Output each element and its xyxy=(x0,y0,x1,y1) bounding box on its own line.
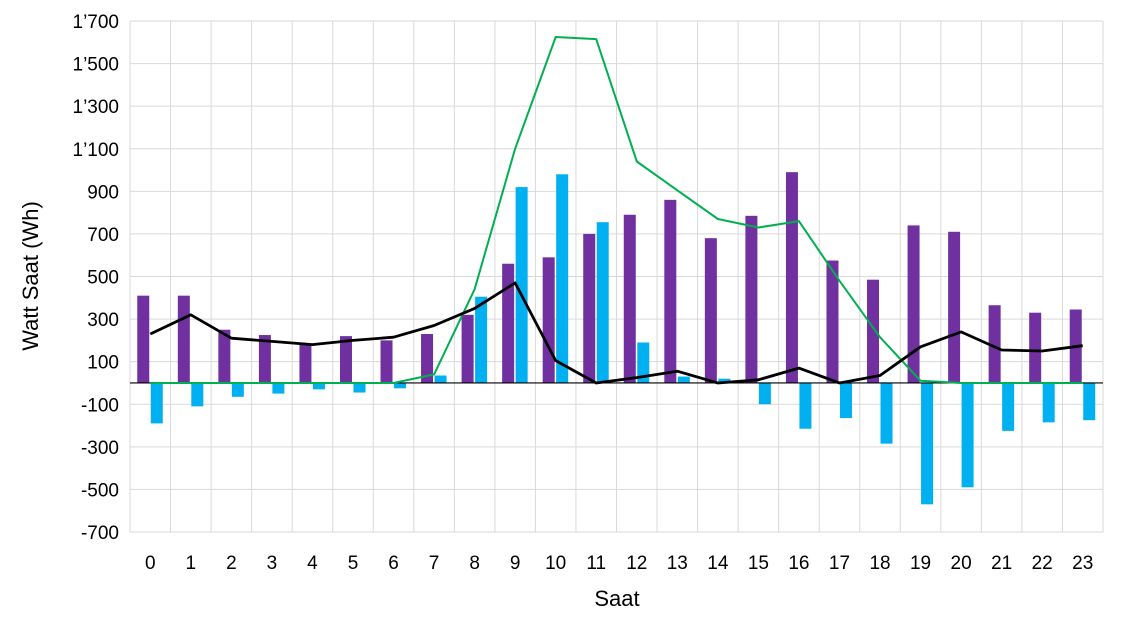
y-tick-label: -700 xyxy=(81,523,119,544)
y-tick-labels: -700 -500 -300 -100 100 300 500 700 900 1’100 1’30… xyxy=(73,12,120,544)
bar-series-2 xyxy=(394,382,407,389)
bar-series-1 xyxy=(988,305,1001,383)
bar-series-1 xyxy=(218,329,231,383)
line-layer xyxy=(149,36,1083,385)
bar-series-1 xyxy=(542,257,555,383)
bar-series-1 xyxy=(137,295,150,383)
bar-series-1 xyxy=(299,343,312,383)
x-tick-label: 18 xyxy=(869,553,890,574)
bar-series-2 xyxy=(880,382,893,444)
bar-series-2 xyxy=(434,375,447,383)
bar-series-2 xyxy=(921,382,934,505)
bar-series-2 xyxy=(637,342,650,383)
bar-series-1 xyxy=(177,295,190,383)
x-tick-label: 7 xyxy=(429,553,440,574)
x-tick-label: 13 xyxy=(667,553,688,574)
x-tick-label: 1 xyxy=(186,553,197,574)
x-tick-label: 2 xyxy=(226,553,237,574)
bar-series-2 xyxy=(1002,382,1015,431)
bar-series-1 xyxy=(1029,312,1042,383)
x-tick-label: 16 xyxy=(788,553,809,574)
x-tick-label: 4 xyxy=(307,553,318,574)
bar-series-1 xyxy=(339,336,352,383)
x-tick-labels: 0 1 2 3 4 5 6 7 8 9 10 11 12 13 14 15 16 17 18 19 20 21 22 23 xyxy=(145,553,1093,574)
bar-series-2 xyxy=(150,382,163,424)
y-tick-label: 500 xyxy=(87,268,119,289)
bar-series-2 xyxy=(231,382,244,397)
bar-series-1 xyxy=(907,225,920,383)
bar-series-1 xyxy=(704,238,717,383)
bar-series-2 xyxy=(475,296,488,383)
x-axis-title: Saat xyxy=(594,586,639,611)
y-tick-label: -100 xyxy=(81,395,119,416)
bar-series-2 xyxy=(556,174,569,383)
y-tick-label: 1’100 xyxy=(73,140,120,161)
y-axis-title: Watt Saat (Wh) xyxy=(18,201,43,351)
bar-series-2 xyxy=(758,382,771,405)
bar-series-2 xyxy=(677,376,690,383)
y-tick-label: 100 xyxy=(87,353,119,374)
bar-series-2 xyxy=(353,382,366,393)
bar-series-2 xyxy=(1042,382,1055,423)
y-tick-label: 300 xyxy=(87,310,119,331)
x-tick-label: 10 xyxy=(545,553,566,574)
bar-series-1 xyxy=(461,314,474,383)
bar-series-1 xyxy=(421,333,434,383)
bar-series-2 xyxy=(799,382,812,429)
bar-series-1 xyxy=(867,279,880,383)
x-tick-label: 0 xyxy=(145,553,156,574)
x-tick-label: 20 xyxy=(951,553,972,574)
bar-series-2 xyxy=(191,382,204,407)
x-tick-label: 17 xyxy=(829,553,850,574)
y-tick-label: 1’300 xyxy=(73,97,120,118)
bar-series-2 xyxy=(515,187,528,383)
bar-layer xyxy=(137,172,1096,505)
x-tick-label: 23 xyxy=(1072,553,1093,574)
x-tick-label: 8 xyxy=(469,553,480,574)
x-tick-label: 19 xyxy=(910,553,931,574)
y-tick-label: 900 xyxy=(87,182,119,203)
bar-series-1 xyxy=(623,214,636,383)
bar-series-1 xyxy=(826,260,839,383)
bar-series-1 xyxy=(948,231,961,383)
bar-series-1 xyxy=(745,215,758,383)
x-tick-label: 6 xyxy=(388,553,399,574)
x-tick-label: 9 xyxy=(510,553,521,574)
y-tick-label: -300 xyxy=(81,438,119,459)
bar-series-2 xyxy=(272,382,285,394)
x-tick-label: 21 xyxy=(991,553,1012,574)
bar-series-2 xyxy=(312,382,325,390)
bar-series-1 xyxy=(583,233,596,383)
line-series-2 xyxy=(149,281,1083,385)
x-tick-label: 12 xyxy=(626,553,647,574)
y-tick-label: 1’500 xyxy=(73,55,120,76)
y-tick-label: 700 xyxy=(87,225,119,246)
x-tick-label: 3 xyxy=(267,553,278,574)
bar-series-2 xyxy=(839,382,852,419)
x-tick-label: 11 xyxy=(586,553,606,574)
bar-series-1 xyxy=(380,340,393,383)
line-series-1 xyxy=(150,36,1083,384)
bar-series-2 xyxy=(596,222,609,383)
bar-series-2 xyxy=(1083,382,1096,421)
x-tick-label: 22 xyxy=(1032,553,1053,574)
x-tick-label: 15 xyxy=(748,553,769,574)
grid-layer xyxy=(129,20,1104,533)
bar-series-1 xyxy=(258,335,271,383)
x-tick-label: 5 xyxy=(348,553,359,574)
bar-series-2 xyxy=(961,382,974,488)
y-tick-label: 1’700 xyxy=(73,12,120,33)
bar-series-1 xyxy=(785,172,798,383)
y-tick-label: -500 xyxy=(81,480,119,501)
bar-series-2 xyxy=(718,378,731,383)
bar-series-1 xyxy=(502,263,515,383)
x-tick-label: 14 xyxy=(707,553,729,574)
bar-series-1 xyxy=(664,199,677,383)
